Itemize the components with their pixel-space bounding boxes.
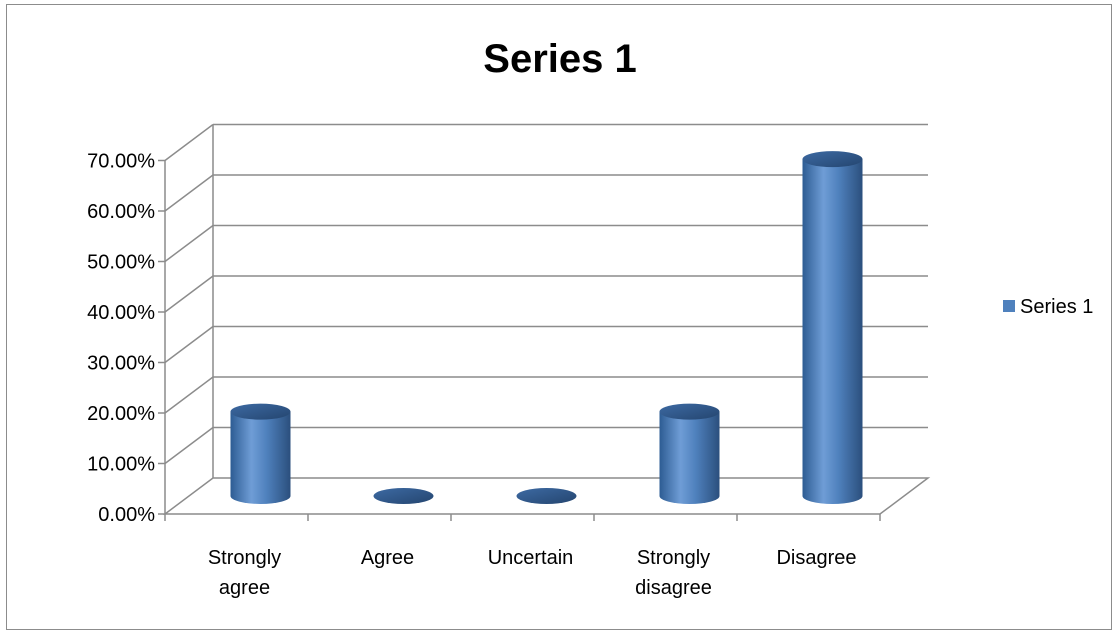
y-tick-label: 20.00% xyxy=(87,403,155,425)
x-tick-label: agree xyxy=(219,577,270,599)
gridline-side xyxy=(164,426,214,465)
y-tick-label: 70.00% xyxy=(87,151,155,173)
y-tick-label: 40.00% xyxy=(87,302,155,324)
chart-title: Series 1 xyxy=(483,37,636,81)
y-tick-label: 60.00% xyxy=(87,201,155,223)
legend: Series 1 xyxy=(1003,296,1093,318)
gridline-side xyxy=(164,325,214,364)
legend-swatch xyxy=(1003,300,1015,312)
y-tick-label: 0.00% xyxy=(98,504,155,526)
chart-frame xyxy=(6,4,1112,630)
bar-top xyxy=(230,403,291,420)
x-tick-label: disagree xyxy=(635,577,712,599)
bar xyxy=(373,488,434,504)
x-tick-label: Disagree xyxy=(776,547,856,569)
bar xyxy=(802,159,863,505)
bar-top xyxy=(659,403,720,420)
y-tick-label: 10.00% xyxy=(87,454,155,476)
bar xyxy=(230,411,291,504)
y-tick-label: 50.00% xyxy=(87,252,155,274)
gridline-side xyxy=(164,376,214,414)
x-tick-label: Strongly xyxy=(208,547,281,569)
bar xyxy=(516,488,577,504)
gridline-side xyxy=(164,174,214,212)
y-tick-label: 30.00% xyxy=(87,353,155,375)
bar xyxy=(659,411,720,504)
gridline-side xyxy=(164,275,214,313)
bar-top xyxy=(802,151,863,168)
plot-area: 0.00% 10.00% 20.00% 30.00% 40.00% 50.00% 60.00… xyxy=(87,123,931,599)
x-tick-label: Strongly xyxy=(637,547,710,569)
gridline-side xyxy=(164,224,214,263)
legend-label: Series 1 xyxy=(1020,296,1093,318)
x-tick-label: Agree xyxy=(361,547,414,569)
gridline-side xyxy=(164,123,214,162)
x-tick-label: Uncertain xyxy=(488,547,574,569)
